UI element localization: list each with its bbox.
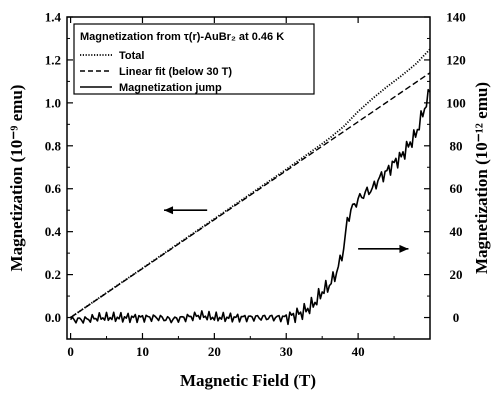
y-right-tick-label-0: 0 bbox=[453, 310, 460, 325]
x-tick-label-0: 0 bbox=[67, 344, 74, 359]
y-left-tick-label-2: 0.4 bbox=[45, 224, 62, 239]
y-left-tick-label-4: 0.8 bbox=[45, 138, 62, 153]
y-right-tick-label-3: 60 bbox=[450, 181, 463, 196]
x-axis-title: Magnetic Field (T) bbox=[180, 371, 316, 390]
legend: Magnetization from τ(r)-AuBr₂ at 0.46 K … bbox=[73, 23, 315, 95]
y-right-tick-label-6: 120 bbox=[446, 52, 466, 67]
y-left-tick-label-5: 1.0 bbox=[45, 95, 61, 110]
y-left-tick-label-6: 1.2 bbox=[45, 52, 61, 67]
arrow-left-head bbox=[164, 206, 174, 215]
y-left-tick-label-3: 0.6 bbox=[45, 181, 62, 196]
legend-label-jump: Magnetization jump bbox=[119, 82, 222, 94]
arrow-right-head bbox=[399, 244, 409, 253]
arrow-layer bbox=[164, 206, 409, 253]
y-axis-right-title: Magnetization (10⁻¹² emu) bbox=[472, 82, 491, 274]
legend-label-linear-fit: Linear fit (below 30 T) bbox=[119, 66, 232, 78]
x-axis: 0 10 20 30 40 bbox=[67, 17, 395, 359]
plot-area bbox=[66, 16, 431, 340]
y-right-tick-label-2: 40 bbox=[450, 224, 463, 239]
legend-header: Magnetization from τ(r)-AuBr₂ at 0.46 K bbox=[80, 31, 284, 43]
x-tick-label-4: 40 bbox=[352, 344, 365, 359]
y-right-tick-label-4: 80 bbox=[450, 138, 463, 153]
series-line-2 bbox=[69, 88, 431, 326]
x-tick-label-2: 20 bbox=[208, 344, 221, 359]
series-layer bbox=[69, 48, 431, 326]
y-right-tick-label-5: 100 bbox=[446, 95, 466, 110]
y-right-tick-label-1: 20 bbox=[450, 267, 463, 282]
y-left-tick-label-7: 1.4 bbox=[45, 10, 62, 25]
y-left-tick-label-1: 0.2 bbox=[45, 267, 61, 282]
y-left-tick-label-0: 0.0 bbox=[45, 310, 61, 325]
legend-box bbox=[73, 23, 315, 95]
series-line-0 bbox=[70, 48, 431, 319]
x-tick-label-3: 30 bbox=[280, 344, 293, 359]
y-right-tick-label-7: 140 bbox=[446, 10, 466, 25]
y-axis-right: 0 20 40 60 80 100 120 140 bbox=[424, 10, 466, 325]
x-tick-label-1: 10 bbox=[136, 344, 149, 359]
legend-label-total: Total bbox=[119, 50, 144, 62]
y-axis-left: 0.0 0.2 0.4 0.6 0.8 1.0 1.2 1.4 bbox=[45, 10, 73, 325]
y-axis-left-title: Magnetization (10⁻⁹ emu) bbox=[7, 85, 26, 272]
series-line-1 bbox=[70, 72, 431, 319]
